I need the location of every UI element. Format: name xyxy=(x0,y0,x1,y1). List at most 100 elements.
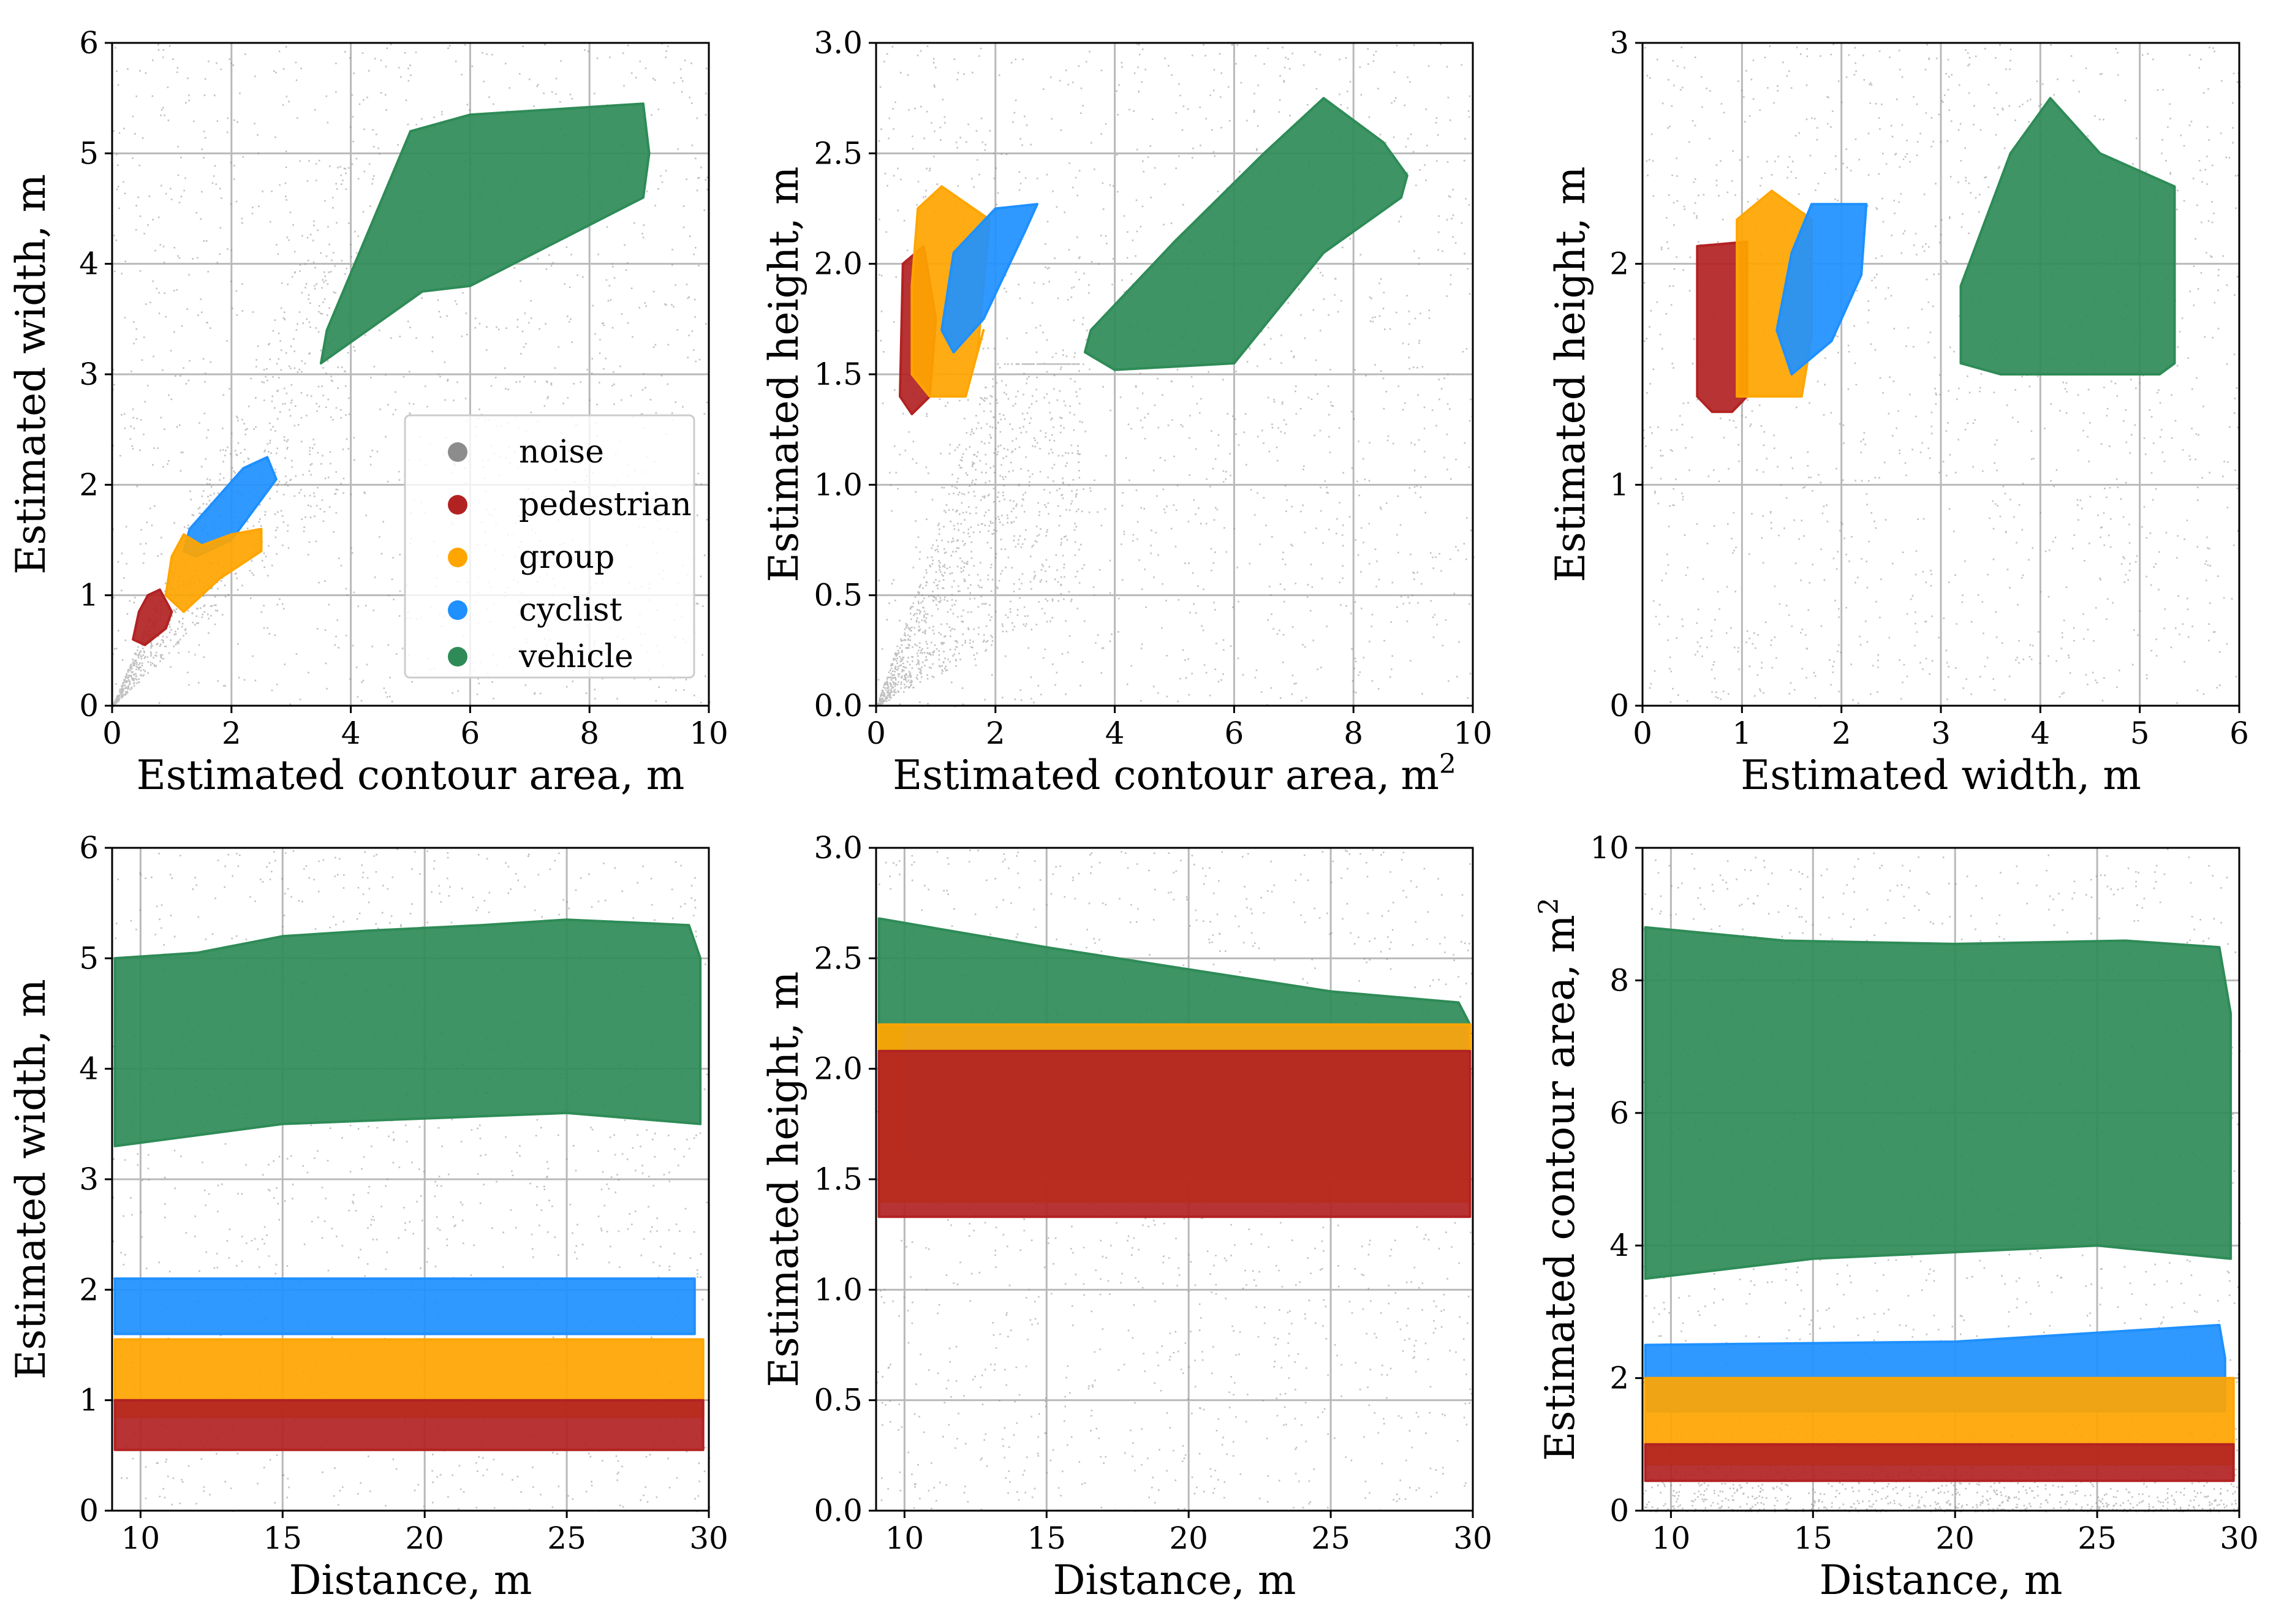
class-bands xyxy=(132,102,651,646)
x-tick-label: 1 xyxy=(1732,716,1752,751)
y-tick-label: 0.0 xyxy=(814,1493,863,1528)
y-tick-label: 1.0 xyxy=(814,1272,863,1307)
tick-marks xyxy=(869,847,1474,1518)
x-tick-label: 2 xyxy=(222,716,241,751)
legend-label-vehicle: vehicle xyxy=(518,638,633,675)
x-tick-label: 2 xyxy=(986,716,1005,751)
y-axis-label: Estimated width, m xyxy=(7,979,55,1380)
y-tick-label: 0.0 xyxy=(814,688,863,723)
x-tick-label: 5 xyxy=(2130,716,2150,751)
x-axis-label: Distance, m xyxy=(289,1557,532,1604)
x-tick-label: 6 xyxy=(1224,716,1244,751)
series-cyclist xyxy=(1775,203,1868,376)
tick-marks xyxy=(105,42,710,713)
legend-marker-noise xyxy=(448,442,467,462)
x-tick-label: 25 xyxy=(547,1520,586,1556)
x-tick-label: 0 xyxy=(1633,716,1652,751)
axes-frame xyxy=(1641,847,2240,1512)
x-tick-label: 30 xyxy=(1453,1520,1492,1556)
x-axis-label-unit: m xyxy=(1401,752,1439,799)
x-tick-label: 15 xyxy=(263,1520,302,1556)
y-tick-labels: 0 1 2 3 xyxy=(1609,25,1629,723)
legend-label-noise: noise xyxy=(519,434,604,470)
y-tick-label: 0.5 xyxy=(814,1383,863,1418)
x-tick-label: 15 xyxy=(1027,1520,1066,1556)
x-tick-label: 2 xyxy=(1832,716,1851,751)
x-tick-label: 4 xyxy=(1105,716,1125,751)
x-tick-label: 20 xyxy=(1935,1520,1975,1556)
tick-marks xyxy=(1635,847,2240,1518)
x-tick-label: 0 xyxy=(102,716,122,751)
y-tick-label: 0 xyxy=(1609,1493,1629,1528)
y-tick-label: 1 xyxy=(1609,467,1629,502)
x-tick-label: 10 xyxy=(1652,1520,1691,1556)
y-axis-label: Estimated width, m xyxy=(7,174,55,575)
tick-marks xyxy=(105,847,710,1518)
legend-marker-pedestrian xyxy=(448,495,467,515)
x-tick-labels: 10 15 20 25 30 xyxy=(121,1520,728,1556)
panel-area-height: 0 2 4 6 8 10 0.0 0.5 1.0 1.5 2.0 2.5 3.0 Estimated … xyxy=(760,25,1492,799)
legend: noise pedestrian group cyclist vehicle xyxy=(404,414,695,679)
panel-area-width: 0 2 4 6 8 10 0 1 2 3 4 5 6 Estimated contour area, … xyxy=(7,25,728,799)
x-tick-label: 6 xyxy=(2229,716,2249,751)
tick-marks xyxy=(869,42,1474,713)
class-bands xyxy=(1644,926,2235,1482)
x-tick-label: 10 xyxy=(121,1520,161,1556)
legend-label-group: group xyxy=(519,539,614,576)
y-tick-labels: 0.0 0.5 1.0 1.5 2.0 2.5 3.0 xyxy=(814,830,863,1528)
x-tick-label: 0 xyxy=(866,716,886,751)
panel-width-height: 0 1 2 3 4 5 6 0 1 2 3 Estimated width, m Estimate… xyxy=(1547,25,2249,799)
y-axis-label-power: 2 xyxy=(1533,897,1565,915)
panel-distance-width: 10 15 20 25 30 0 1 2 3 4 5 6 Distance, m Estimated… xyxy=(7,830,728,1604)
y-tick-label: 0.5 xyxy=(814,578,863,613)
x-tick-label: 30 xyxy=(689,1520,728,1556)
y-tick-label: 0 xyxy=(1609,688,1629,723)
y-tick-label: 1.5 xyxy=(814,1161,863,1197)
class-bands xyxy=(1696,97,2176,414)
y-tick-label: 2.0 xyxy=(814,246,863,282)
x-tick-label: 25 xyxy=(2078,1520,2117,1556)
x-axis-label: Distance, m xyxy=(1053,1557,1296,1604)
x-tick-label: 30 xyxy=(2220,1520,2259,1556)
y-tick-label: 0 xyxy=(79,1493,99,1528)
y-axis-label-text: Estimated contour area, xyxy=(1537,964,1584,1461)
y-tick-label: 6 xyxy=(79,830,99,866)
x-axis-label: Distance, m xyxy=(1820,1557,2063,1604)
y-tick-label: 2 xyxy=(1609,246,1629,282)
series-pedestrian xyxy=(113,1399,705,1451)
x-tick-label: 25 xyxy=(1311,1520,1350,1556)
y-tick-label: 4 xyxy=(1609,1228,1629,1263)
x-tick-label: 10 xyxy=(885,1520,924,1556)
y-tick-label: 3 xyxy=(1609,25,1629,61)
x-tick-labels: 10 15 20 25 30 xyxy=(885,1520,1492,1556)
y-tick-label: 5 xyxy=(79,940,99,976)
series-pedestrian xyxy=(1644,1443,2235,1482)
y-tick-label: 4 xyxy=(79,1051,99,1087)
y-tick-label: 2 xyxy=(79,1272,99,1307)
x-axis-label: Estimated contour area, m xyxy=(137,752,685,799)
y-tick-labels: 0 1 2 3 4 5 6 xyxy=(79,830,99,1528)
y-tick-labels: 0 2 4 6 8 10 xyxy=(1590,830,1629,1528)
y-axis-label: Estimated contour area, m2 xyxy=(1533,897,1584,1461)
series-cyclist xyxy=(113,1277,696,1335)
x-tick-labels: 0 2 4 6 8 10 xyxy=(866,716,1492,751)
legend-marker-group xyxy=(448,548,467,567)
x-axis-label: Estimated width, m xyxy=(1741,752,2141,799)
y-axis-label-unit: m xyxy=(1537,915,1584,953)
legend-marker-vehicle xyxy=(448,647,467,667)
y-tick-label: 0 xyxy=(79,688,99,723)
series-vehicle xyxy=(1644,926,2233,1280)
x-tick-label: 20 xyxy=(1169,1520,1208,1556)
y-tick-label: 3.0 xyxy=(814,25,863,61)
y-tick-labels: 0 1 2 3 4 5 6 xyxy=(79,25,99,723)
y-tick-label: 10 xyxy=(1590,830,1629,866)
series-vehicle xyxy=(1083,97,1408,371)
y-tick-label: 2.0 xyxy=(814,1051,863,1087)
series-vehicle xyxy=(319,102,651,364)
y-tick-label: 1.5 xyxy=(814,357,863,392)
legend-frame xyxy=(404,414,695,679)
x-tick-label: 4 xyxy=(341,716,361,751)
y-tick-label: 6 xyxy=(79,25,99,61)
x-axis-label-power: 2 xyxy=(1439,749,1456,780)
x-tick-labels: 0 2 4 6 8 10 xyxy=(102,716,728,751)
